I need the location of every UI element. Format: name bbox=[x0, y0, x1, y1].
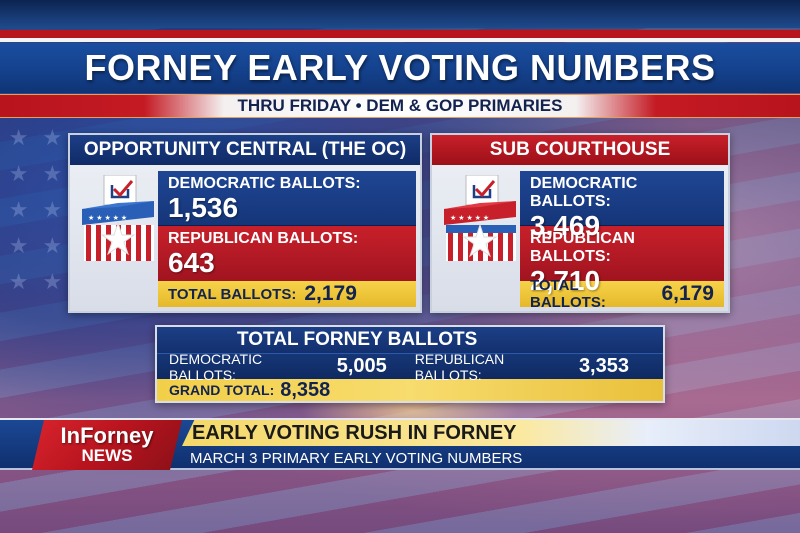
democratic-label: DEMOCRATIC BALLOTS: bbox=[168, 175, 361, 192]
democratic-value: 3,469 bbox=[530, 210, 601, 241]
total-forney-ballots-box: TOTAL FORNEY BALLOTS DEMOCRATIC BALLOTS:… bbox=[155, 325, 665, 403]
svg-text:★ ★ ★ ★ ★: ★ ★ ★ ★ ★ bbox=[450, 214, 489, 222]
republican-ballots-block: REPUBLICAN BALLOTS: 2,710 bbox=[520, 226, 724, 296]
page-title: FORNEY EARLY VOTING NUMBERS bbox=[84, 47, 716, 88]
stats-column: DEMOCRATIC BALLOTS: 1,536 REPUBLICAN BAL… bbox=[158, 171, 416, 307]
democratic-ballots-block: DEMOCRATIC BALLOTS: 3,469 bbox=[520, 171, 724, 241]
headline-text: EARLY VOTING RUSH IN FORNEY bbox=[192, 421, 517, 444]
totals-title: TOTAL FORNEY BALLOTS bbox=[157, 327, 663, 353]
inforney-news-logo: InForney NEWS bbox=[32, 420, 182, 470]
republican-ballots-block: REPUBLICAN BALLOTS: 643 bbox=[158, 226, 416, 281]
title-band: FORNEY EARLY VOTING NUMBERS bbox=[0, 43, 800, 93]
red-stripe bbox=[0, 30, 800, 38]
lower-third-subheadline: MARCH 3 PRIMARY EARLY VOTING NUMBERS bbox=[178, 447, 800, 469]
ballot-box-icon: ★ ★ ★ ★ ★ bbox=[82, 175, 154, 261]
total-republican-label: REPUBLICAN BALLOTS: bbox=[414, 350, 505, 383]
totals-party-row: DEMOCRATIC BALLOTS: 5,005 REPUBLICAN BAL… bbox=[157, 351, 663, 383]
svg-text:★ ★ ★ ★ ★: ★ ★ ★ ★ ★ bbox=[88, 214, 127, 222]
grand-total-row: GRAND TOTAL: 8,358 bbox=[157, 379, 663, 401]
total-value: 6,179 bbox=[661, 282, 714, 305]
republican-label: REPUBLICAN BALLOTS: bbox=[168, 230, 359, 247]
democratic-label: DEMOCRATIC BALLOTS: bbox=[530, 175, 638, 210]
background-stars-decoration: ★ ★ ★ ★ ★ ★ ★ ★ ★ ★ bbox=[8, 125, 67, 294]
location-name: OPPORTUNITY CENTRAL (THE OC) bbox=[70, 135, 420, 165]
total-ballots-block: TOTAL BALLOTS: 6,179 bbox=[520, 277, 724, 311]
total-value: 2,179 bbox=[304, 282, 357, 305]
subtitle-band: THRU FRIDAY • DEM & GOP PRIMARIES bbox=[0, 94, 800, 118]
republican-label: REPUBLICAN BALLOTS: bbox=[530, 230, 635, 265]
top-strip bbox=[0, 0, 800, 28]
total-label: TOTAL BALLOTS: bbox=[168, 285, 297, 303]
total-ballots-block: TOTAL BALLOTS: 2,179 bbox=[158, 281, 416, 307]
lower-third-headline: EARLY VOTING RUSH IN FORNEY bbox=[182, 420, 800, 446]
total-republican-value: 3,353 bbox=[578, 355, 629, 377]
total-democratic-label: DEMOCRATIC BALLOTS: bbox=[169, 350, 263, 383]
location-name: SUB COURTHOUSE bbox=[432, 135, 728, 165]
total-label: TOTAL BALLOTS: bbox=[530, 277, 606, 311]
grand-total-value: 8,358 bbox=[280, 378, 331, 401]
location-panel-sub-courthouse: SUB COURTHOUSE ★ ★ ★ ★ ★ DEMOCRATIC BALL… bbox=[430, 133, 730, 313]
stats-column: DEMOCRATIC BALLOTS: 3,469 REPUBLICAN BAL… bbox=[520, 171, 724, 311]
logo-main-text: InForney bbox=[60, 423, 154, 448]
location-panel-opportunity-central: OPPORTUNITY CENTRAL (THE OC) ★ ★ ★ ★ ★ D… bbox=[68, 133, 422, 313]
total-democratic-value: 5,005 bbox=[336, 355, 387, 377]
white-stripe bbox=[0, 38, 800, 42]
democratic-value: 1,536 bbox=[168, 192, 239, 223]
grand-total-label: GRAND TOTAL: bbox=[169, 382, 275, 398]
democratic-ballots-block: DEMOCRATIC BALLOTS: 1,536 bbox=[158, 171, 416, 226]
page-subtitle: THRU FRIDAY • DEM & GOP PRIMARIES bbox=[237, 96, 563, 115]
republican-value: 643 bbox=[168, 247, 215, 278]
republican-value: 2,710 bbox=[530, 265, 601, 296]
ballot-box-icon: ★ ★ ★ ★ ★ bbox=[444, 175, 516, 261]
subheadline-text: MARCH 3 PRIMARY EARLY VOTING NUMBERS bbox=[190, 449, 523, 467]
logo-sub-text: NEWS bbox=[81, 446, 133, 465]
